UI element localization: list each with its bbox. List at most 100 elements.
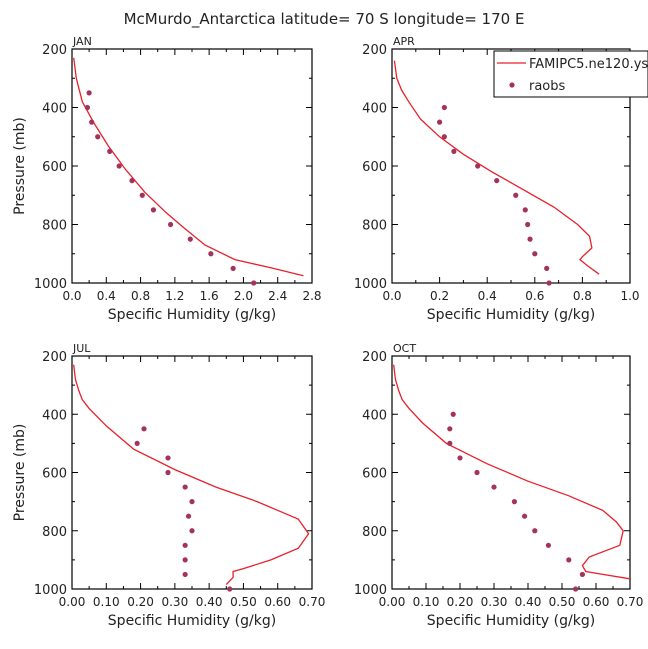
raobs-point: [208, 251, 214, 257]
raobs-point: [141, 426, 147, 432]
x-tick-label: 0.20: [447, 595, 474, 609]
raobs-point: [89, 119, 95, 125]
x-tick-label: 2.8: [302, 289, 321, 303]
x-tick-label: 0.20: [127, 595, 154, 609]
model-series-line: [73, 364, 310, 586]
plot-frame: [71, 355, 313, 590]
raobs-point: [491, 484, 497, 490]
x-tick-label: 0.6: [525, 289, 544, 303]
y-tick-label: 200: [362, 350, 387, 365]
raobs-point: [447, 440, 453, 446]
x-tick-label: 0.2: [430, 289, 449, 303]
raobs-point: [532, 251, 538, 257]
legend: FAMIPC5.ne120.ys raobs: [493, 50, 648, 98]
legend-obs-swatch: [509, 82, 515, 88]
raobs-point: [447, 426, 453, 432]
x-tick-label: 0.10: [413, 595, 440, 609]
y-tick-label: 1000: [34, 583, 67, 598]
y-tick-label: 200: [42, 350, 67, 365]
x-tick-label: 0.60: [583, 595, 610, 609]
raobs-point: [522, 207, 528, 213]
raobs-point: [116, 163, 122, 169]
raobs-point: [86, 90, 92, 96]
raobs-point: [532, 528, 538, 534]
x-axis-label: Specific Humidity (g/kg): [427, 613, 595, 629]
raobs-point: [167, 221, 174, 228]
y-tick-label: 1000: [354, 583, 387, 598]
raobs-point: [129, 178, 135, 184]
x-tick-label: 0.0: [62, 289, 81, 303]
panel-label: APR: [393, 35, 415, 48]
x-tick-label: 0.40: [515, 595, 542, 609]
y-tick-label: 800: [42, 219, 67, 234]
raobs-point: [474, 469, 480, 476]
panel-label: JUL: [72, 342, 91, 355]
x-tick-label: 0.60: [264, 595, 291, 609]
raobs-point: [107, 148, 113, 154]
raobs-point: [139, 192, 145, 198]
y-tick-label: 800: [362, 525, 387, 540]
plot-frame: [391, 355, 631, 590]
x-tick-label: 0.4: [97, 289, 116, 303]
y-tick-label: 600: [42, 467, 67, 482]
raobs-point: [182, 571, 188, 578]
raobs-point: [546, 280, 552, 286]
raobs-point: [525, 221, 531, 228]
raobs-point: [441, 134, 447, 140]
raobs-point: [437, 119, 443, 125]
y-axis-label: Pressure (mb): [12, 117, 28, 215]
raobs-point: [227, 586, 233, 592]
raobs-point: [522, 513, 528, 519]
y-tick-label: 1000: [34, 277, 67, 292]
raobs-point: [579, 571, 586, 578]
x-tick-label: 0.00: [59, 595, 86, 609]
raobs-point: [475, 163, 481, 169]
y-axis-label: Pressure (mb): [12, 424, 28, 522]
y-tick-label: 1000: [354, 277, 387, 292]
panel-label: OCT: [393, 342, 416, 355]
raobs-point: [95, 134, 101, 140]
y-tick-label: 200: [42, 43, 67, 58]
panel-label: JAN: [72, 35, 92, 48]
raobs-point: [165, 469, 171, 476]
raobs-point: [566, 557, 572, 563]
x-tick-label: 1.6: [200, 289, 219, 303]
y-tick-label: 400: [42, 102, 67, 117]
x-tick-label: 0.40: [196, 595, 223, 609]
x-tick-label: 0.4: [478, 289, 497, 303]
x-tick-label: 0.30: [481, 595, 508, 609]
x-tick-label: 1.2: [165, 289, 184, 303]
x-tick-label: 0.0: [382, 289, 401, 303]
y-tick-label: 800: [362, 219, 387, 234]
raobs-point: [185, 513, 192, 519]
raobs-point: [251, 280, 257, 286]
raobs-point: [189, 528, 195, 534]
y-tick-label: 800: [42, 525, 67, 540]
legend-obs-label: raobs: [529, 79, 566, 94]
raobs-point: [84, 104, 91, 111]
y-tick-label: 600: [362, 160, 387, 175]
raobs-point: [494, 178, 500, 184]
raobs-point: [441, 104, 447, 111]
model-series-line: [393, 60, 600, 275]
x-tick-label: 0.50: [549, 595, 576, 609]
raobs-point: [182, 557, 188, 563]
x-tick-label: 0.70: [617, 595, 644, 609]
x-tick-label: 0.50: [230, 595, 257, 609]
x-tick-label: 1.0: [620, 289, 639, 303]
y-tick-label: 400: [42, 408, 67, 423]
x-tick-label: 2.0: [234, 289, 253, 303]
y-tick-label: 600: [42, 160, 67, 175]
raobs-point: [451, 148, 457, 154]
raobs-point: [545, 542, 552, 548]
raobs-point: [544, 265, 550, 271]
x-axis-label: Specific Humidity (g/kg): [427, 307, 595, 323]
x-tick-label: 0.30: [161, 595, 188, 609]
x-axis-label: Specific Humidity (g/kg): [108, 613, 276, 629]
x-tick-label: 0.8: [573, 289, 592, 303]
raobs-point: [150, 207, 157, 213]
